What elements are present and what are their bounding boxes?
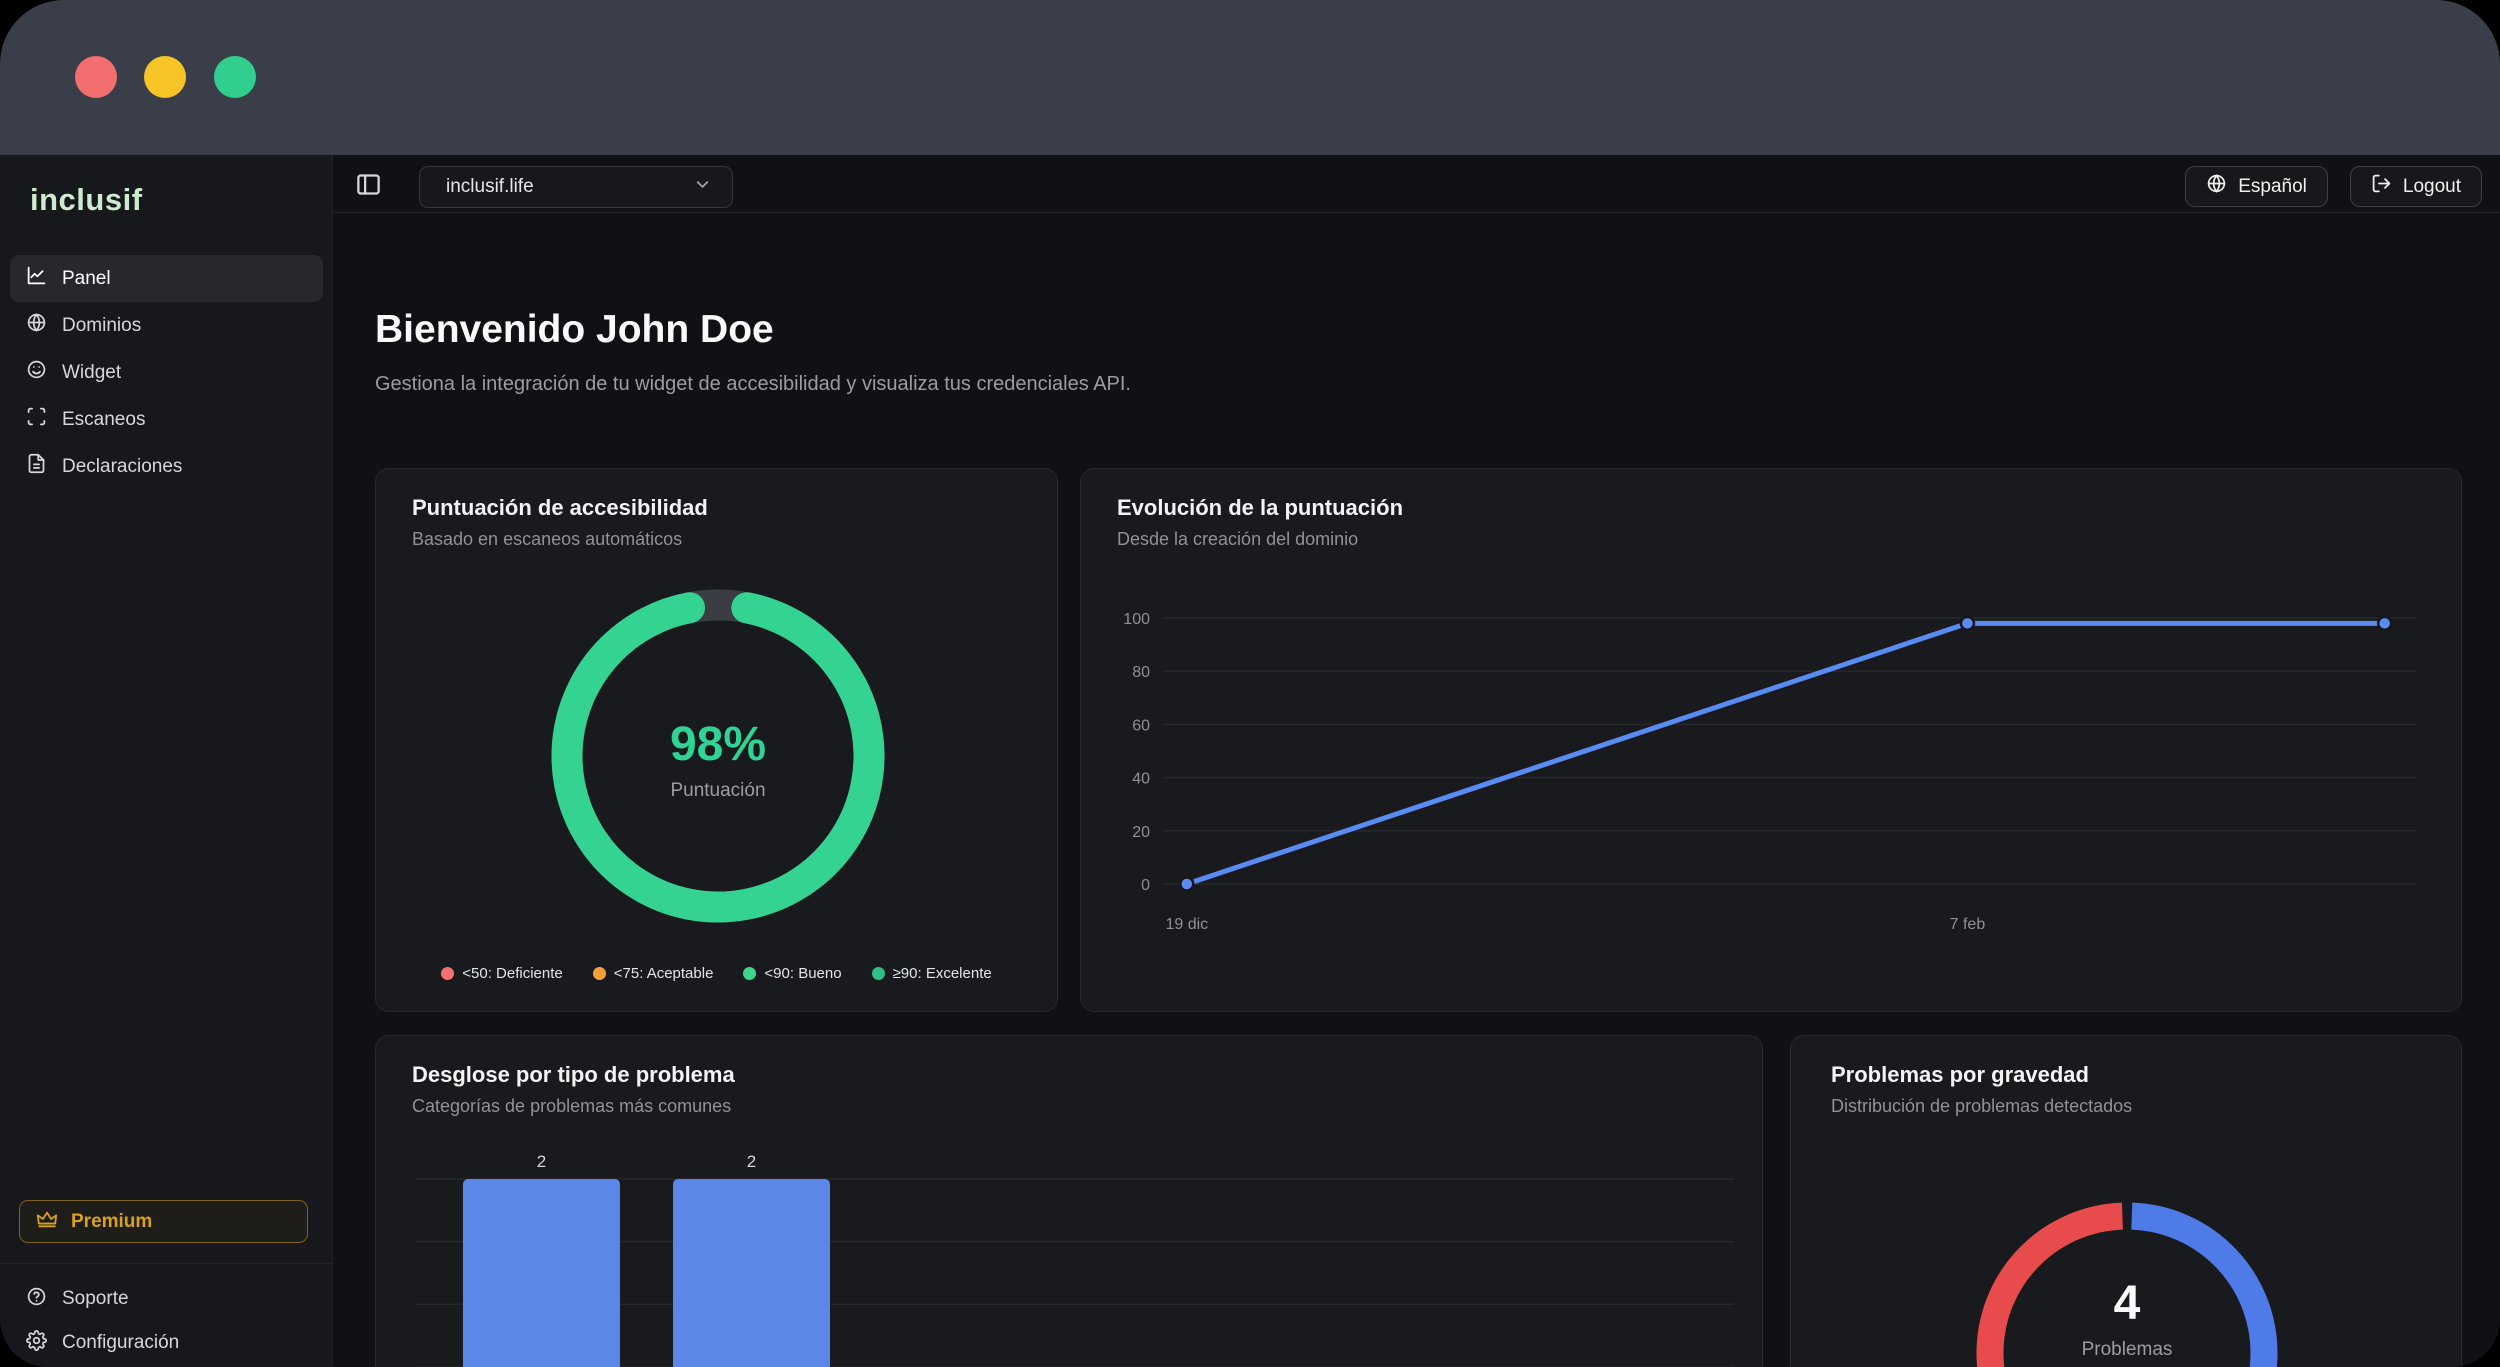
sidebar-footer: Soporte Configuración <box>0 1277 333 1365</box>
score-donut-center: 98% Puntuación <box>548 717 888 802</box>
legend-dot <box>743 967 757 980</box>
svg-text:80: 80 <box>1132 664 1150 681</box>
breakdown-card: Desglose por tipo de problema Categorías… <box>375 1035 1763 1367</box>
main-area: inclusif.life Español Logout <box>333 155 2500 1367</box>
sidebar-nav: Panel Dominios Widget Escaneos <box>0 255 333 490</box>
topbar: inclusif.life Español Logout <box>333 155 2500 213</box>
logout-icon <box>2371 173 2392 200</box>
globe-icon <box>26 312 47 339</box>
legend-item: <90: Bueno <box>743 965 842 982</box>
sidebar-item-label: Dominios <box>62 314 142 336</box>
legend-label: <50: Deficiente <box>462 965 563 982</box>
sidebar-item-soporte[interactable]: Soporte <box>0 1277 333 1321</box>
legend-item: <50: Deficiente <box>441 965 563 982</box>
score-card: Puntuación de accesibilidad Basado en es… <box>375 468 1058 1012</box>
sidebar-item-configuracion[interactable]: Configuración <box>0 1321 333 1365</box>
legend-label: ≥90: Excelente <box>892 965 992 982</box>
sidebar-item-escaneos[interactable]: Escaneos <box>10 396 323 443</box>
card-subtitle: Categorías de problemas más comunes <box>412 1096 732 1116</box>
chevron-down-icon <box>693 175 712 200</box>
svg-text:2: 2 <box>747 1152 756 1171</box>
score-value: 98% <box>669 718 767 771</box>
evolution-card: Evolución de la puntuación Desde la crea… <box>1080 468 2462 1012</box>
sidebar-item-widget[interactable]: Widget <box>10 349 323 396</box>
svg-text:60: 60 <box>1132 717 1150 734</box>
score-value-label: Puntuación <box>670 780 766 801</box>
severity-donut-center: 4 Problemas <box>1957 1276 2297 1361</box>
sidebar-toggle-button[interactable] <box>355 171 383 199</box>
language-button[interactable]: Español <box>2185 166 2328 207</box>
sidebar-divider <box>0 1263 333 1264</box>
app-logo: inclusif <box>30 182 143 217</box>
globe-icon <box>2206 173 2227 200</box>
sidebar-item-label: Declaraciones <box>62 455 183 477</box>
sidebar-item-dominios[interactable]: Dominios <box>10 302 323 349</box>
premium-button[interactable]: Premium <box>19 1200 308 1243</box>
card-title: Desglose por tipo de problema <box>412 1062 735 1087</box>
sidebar-item-label: Panel <box>62 267 111 289</box>
severity-card: Problemas por gravedad Distribución de p… <box>1790 1035 2462 1367</box>
page-subtitle: Gestiona la integración de tu widget de … <box>375 373 1131 395</box>
legend-dot <box>441 967 455 980</box>
severity-donut-chart <box>1976 1202 2278 1367</box>
sidebar-item-label: Widget <box>62 361 122 383</box>
svg-text:19 dic: 19 dic <box>1165 916 1208 933</box>
card-title: Problemas por gravedad <box>1831 1062 2089 1087</box>
sidebar-item-panel[interactable]: Panel <box>10 255 323 302</box>
card-title: Evolución de la puntuación <box>1117 495 1404 520</box>
svg-text:0: 0 <box>1141 877 1150 894</box>
minimize-window-button[interactable] <box>144 56 186 98</box>
file-text-icon <box>26 453 47 480</box>
domain-select-value: inclusif.life <box>446 176 534 197</box>
help-circle-icon <box>26 1286 47 1313</box>
gear-icon <box>26 1329 47 1357</box>
page-title: Bienvenido John Doe <box>375 308 774 351</box>
legend-item: <75: Aceptable <box>592 965 714 982</box>
problem-count-label: Problemas <box>2081 1339 2173 1360</box>
card-subtitle: Basado en escaneos automáticos <box>412 529 683 549</box>
sidebar-item-label: Escaneos <box>62 408 146 430</box>
language-button-label: Español <box>2238 175 2307 197</box>
card-subtitle: Desde la creación del dominio <box>1117 529 1359 549</box>
close-window-button[interactable] <box>75 56 117 98</box>
dashboard-content: Bienvenido John Doe Gestiona la integrac… <box>333 213 2500 1367</box>
card-subtitle: Distribución de problemas detectados <box>1831 1096 2133 1116</box>
smiley-icon <box>26 359 47 386</box>
card-title: Puntuación de accesibilidad <box>412 495 708 520</box>
premium-label: Premium <box>71 1210 153 1232</box>
svg-text:100: 100 <box>1123 611 1150 628</box>
score-legend: <50: Deficiente <75: Aceptable <90: Buen… <box>376 965 1057 982</box>
legend-item: ≥90: Excelente <box>871 965 992 982</box>
problem-count: 4 <box>2113 1277 2141 1330</box>
crown-icon <box>36 1208 58 1236</box>
svg-text:40: 40 <box>1132 771 1150 788</box>
chart-line-icon <box>26 265 47 292</box>
window-titlebar <box>0 0 2500 155</box>
zoom-window-button[interactable] <box>214 56 256 98</box>
scan-icon <box>26 406 47 433</box>
legend-dot <box>592 967 606 980</box>
svg-text:2: 2 <box>537 1152 546 1171</box>
svg-text:7 feb: 7 feb <box>1950 916 1986 933</box>
domain-select[interactable]: inclusif.life <box>419 166 733 208</box>
logout-button-label: Logout <box>2402 175 2461 197</box>
sidebar-item-label: Soporte <box>62 1288 129 1309</box>
logout-button[interactable]: Logout <box>2349 166 2482 207</box>
sidebar-item-label: Configuración <box>62 1332 180 1353</box>
legend-label: <75: Aceptable <box>613 965 714 982</box>
legend-label: <90: Bueno <box>764 965 842 982</box>
score-donut-chart <box>551 589 885 923</box>
svg-text:20: 20 <box>1132 824 1150 841</box>
score-line-chart: 0 20 40 60 80 100 19 dic 7 feb <box>1123 611 2416 933</box>
sidebar: inclusif Panel Dominios Widget <box>0 155 333 1367</box>
sidebar-item-declaraciones[interactable]: Declaraciones <box>10 443 323 490</box>
legend-dot <box>871 967 885 980</box>
